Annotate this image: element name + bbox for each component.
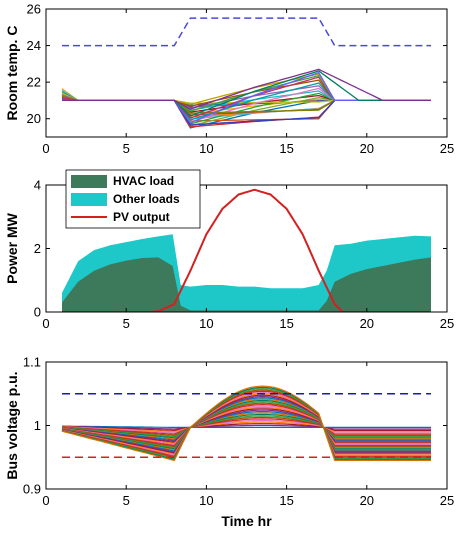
x-axis-label: Time hr (221, 513, 272, 529)
y-axis-label: Power MW (4, 212, 20, 284)
plot-area-2 (62, 188, 431, 312)
bus-voltage-line (61, 409, 431, 442)
y-tick-label: 24 (27, 38, 41, 53)
y-tick-label: 4 (34, 178, 41, 193)
bus-voltage-line (61, 389, 431, 458)
x-tick-label: 10 (199, 141, 213, 156)
legend: HVAC load Other loads PV output (65, 169, 201, 229)
bus-voltage-line (61, 385, 431, 462)
x-tick-label: 10 (199, 316, 213, 331)
x-tick-label: 15 (279, 316, 293, 331)
hvac-load-area (62, 257, 431, 312)
legend-label: HVAC load (113, 174, 174, 188)
y-axis-label: Bus voltage p.u. (4, 371, 20, 479)
x-tick-label: 20 (360, 493, 374, 508)
bus-voltage-line (61, 386, 431, 461)
legend-label: PV output (113, 210, 170, 224)
x-tick-label: 5 (123, 493, 130, 508)
bus-voltage-line (61, 415, 431, 438)
bus-voltage-line (61, 408, 431, 443)
plot-area-1 (61, 17, 431, 129)
x-tick-label: 20 (360, 141, 374, 156)
x-tick-label: 15 (279, 141, 293, 156)
y-tick-label: 20 (27, 111, 41, 126)
bus-voltage-line (61, 397, 431, 452)
bus-voltage-line (61, 393, 431, 455)
legend-label: Other loads (113, 192, 180, 206)
x-tick-label: 5 (123, 316, 130, 331)
x-tick-label: 0 (42, 493, 49, 508)
room-temp-line (61, 73, 431, 105)
x-tick-label: 25 (440, 316, 454, 331)
y-axis-label: Room temp. C (4, 26, 20, 121)
bus-voltage-line (61, 412, 431, 440)
bus-voltage-line (61, 395, 431, 453)
axes-2: 0 5 10 15 20 25 0 2 4 Power MW (4, 178, 454, 332)
setpoint-upper-line (62, 17, 431, 47)
x-tick-label: 20 (360, 316, 374, 331)
y-tick-label: 1 (34, 418, 41, 433)
axes-1: 0 5 10 15 20 25 20 22 24 26 Room temp. C (4, 2, 454, 157)
y-tick-label: 0.9 (23, 482, 41, 497)
bus-voltage-line (61, 416, 431, 437)
bus-voltage-line (61, 406, 431, 445)
y-tick-label: 22 (27, 75, 41, 90)
x-tick-label: 0 (42, 316, 49, 331)
x-tick-label: 0 (42, 141, 49, 156)
bus-voltage-line (61, 394, 431, 454)
x-tick-label: 25 (440, 141, 454, 156)
bus-voltage-line (61, 413, 431, 439)
axes-box (45, 8, 448, 138)
y-tick-label: 1.1 (23, 355, 41, 370)
bus-voltage-line (61, 403, 431, 447)
x-tick-label: 5 (123, 141, 130, 156)
x-tick-label: 15 (279, 493, 293, 508)
bus-voltage-line (61, 424, 431, 430)
bus-voltage-line (61, 418, 431, 435)
x-tick-label: 10 (199, 493, 213, 508)
legend-swatch (71, 175, 107, 188)
plot-area-3 (61, 385, 431, 462)
legend-swatch (71, 193, 107, 206)
bus-voltage-line (61, 401, 431, 449)
bus-voltage-line (61, 421, 431, 433)
bus-voltage-line (61, 402, 431, 448)
bus-voltage-line (61, 425, 431, 428)
bus-voltage-line (61, 399, 431, 450)
y-tick-label: 0 (34, 305, 41, 320)
pv-output-line (62, 188, 430, 312)
y-tick-label: 2 (34, 241, 41, 256)
room-temp-line (62, 68, 431, 110)
bus-voltage-line (61, 405, 431, 446)
y-tick-label: 26 (27, 2, 41, 17)
bus-voltage-line (61, 398, 431, 451)
x-tick-label: 25 (440, 493, 454, 508)
bus-voltage-line (61, 419, 431, 434)
bus-voltage-line (61, 411, 431, 441)
bus-voltage-line (61, 423, 431, 432)
